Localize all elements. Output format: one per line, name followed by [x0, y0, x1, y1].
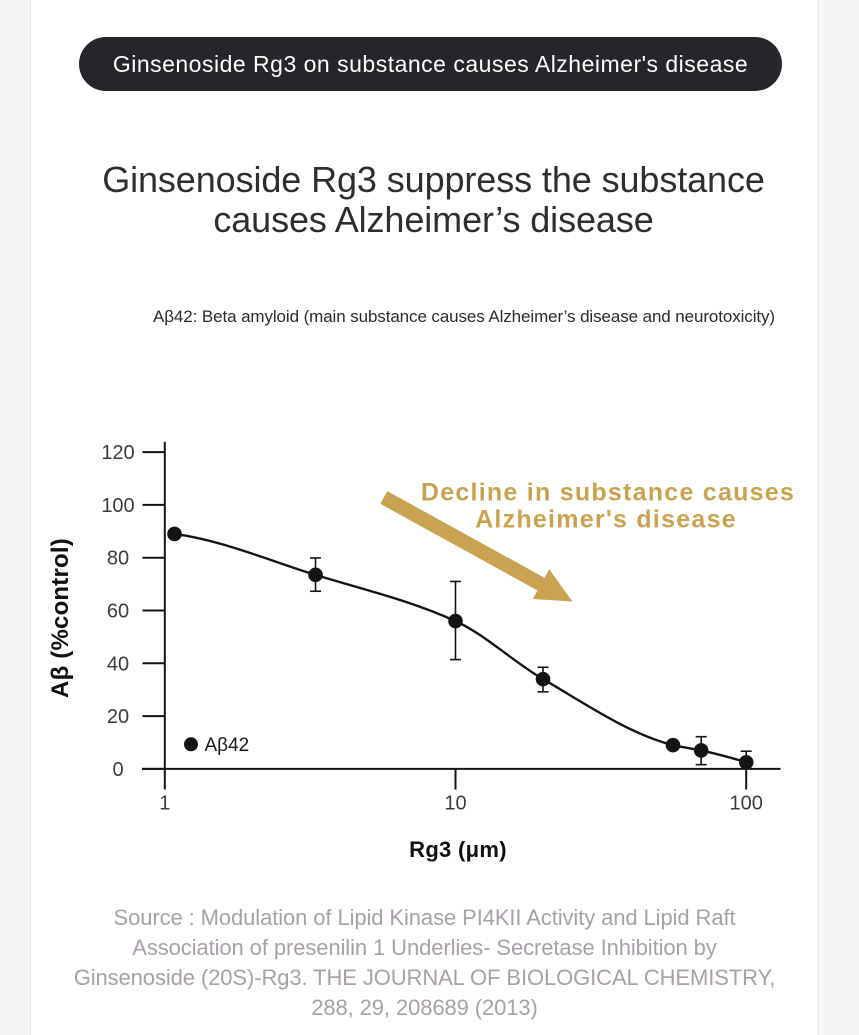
page-title-line-1: Ginsenoside Rg3 suppress the substance	[102, 159, 765, 200]
x-tick-label: 1	[159, 793, 170, 815]
source-line-3: Ginsenoside (20S)-Rg3. THE JOURNAL OF BI…	[73, 965, 776, 990]
y-tick-label: 40	[107, 653, 129, 675]
y-tick-label: 80	[107, 548, 129, 570]
x-tick-label: 100	[730, 793, 763, 815]
source-line-1: Source : Modulation of Lipid Kinase PI4K…	[113, 905, 736, 930]
source-line-2: Association of presenilin 1 Underlies- S…	[132, 935, 717, 960]
chart-subtitle: Aβ42: Beta amyloid (main substance cause…	[153, 307, 775, 326]
data-point	[308, 567, 323, 583]
legend-label: Aβ42	[205, 735, 250, 756]
source-line-4: 288, 29, 208689 (2013)	[311, 995, 538, 1020]
title-badge-label: Ginsenoside Rg3 on substance causes Alzh…	[112, 50, 749, 77]
decline-arrow-head	[532, 569, 573, 602]
data-point	[738, 755, 754, 770]
fit-curve	[174, 532, 747, 764]
page-title: Ginsenoside Rg3 suppress the substance c…	[39, 160, 828, 240]
x-axis-title: Rg3 (μm)	[409, 837, 507, 862]
annotation-line-1: Decline in substance causes	[421, 479, 795, 507]
annotation-line-2: Alzheimer's disease	[475, 506, 737, 534]
data-point	[535, 671, 551, 687]
y-axis-title: Aβ (%control)	[47, 538, 74, 698]
y-tick-label: 100	[101, 495, 134, 517]
data-point	[665, 737, 681, 753]
y-tick-label: 120	[101, 442, 134, 464]
page-title-line-2: causes Alzheimer’s disease	[213, 199, 654, 240]
title-badge: Ginsenoside Rg3 on substance causes Alzh…	[79, 37, 782, 91]
data-point	[448, 613, 463, 629]
decline-arrow-shaft	[380, 491, 547, 592]
y-tick-label: 0	[112, 759, 123, 781]
data-point	[693, 743, 709, 758]
data-point	[167, 526, 182, 542]
y-tick-label: 20	[107, 706, 129, 728]
source-citation: Source : Modulation of Lipid Kinase PI4K…	[30, 903, 819, 1023]
legend-marker	[184, 737, 198, 752]
y-tick-label: 60	[107, 601, 129, 623]
x-tick-label: 10	[444, 793, 466, 815]
